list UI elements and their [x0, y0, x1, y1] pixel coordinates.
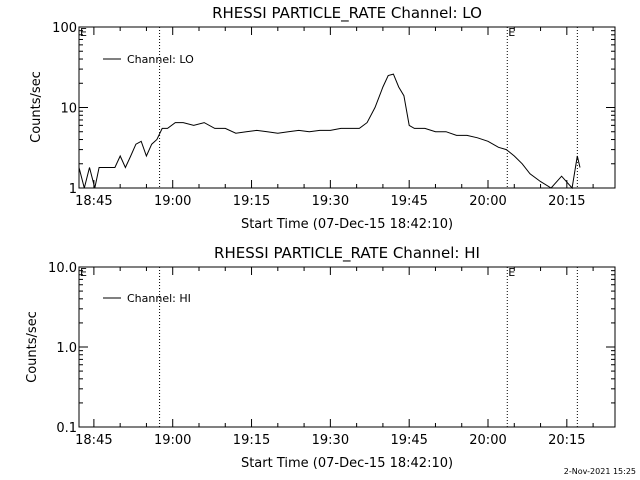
- legend-label-hi: Channel: HI: [127, 292, 191, 305]
- y-axis-label-hi: Counts/sec: [25, 311, 40, 383]
- legend-label-lo: Channel: LO: [127, 53, 194, 66]
- x-tick-label-hi: 18:45: [75, 433, 112, 448]
- x-tick-label-lo: 19:30: [312, 194, 349, 209]
- start-flag-hi: E: [80, 266, 87, 279]
- x-tick-label-lo: 20:00: [469, 194, 506, 209]
- event-flag-hi: E: [508, 266, 515, 279]
- start-flag-lo: E: [80, 26, 87, 39]
- x-tick-label-lo: 19:00: [154, 194, 191, 209]
- generation-timestamp: 2-Nov-2021 15:25: [564, 467, 636, 476]
- x-tick-label-hi: 19:15: [233, 433, 270, 448]
- x-tick-label-lo: 20:15: [548, 194, 585, 209]
- x-tick-label-hi: 20:15: [548, 433, 585, 448]
- y-tick-label-lo: 1: [69, 182, 77, 197]
- x-tick-label-lo: 19:15: [233, 194, 270, 209]
- series-line-lo: [78, 73, 581, 190]
- chart-panel-hi: RHESSI PARTICLE_RATE Channel: HI Start T…: [25, 244, 616, 471]
- y-tick-label-hi: 1.0: [56, 341, 77, 356]
- chart-title-hi: RHESSI PARTICLE_RATE Channel: HI: [214, 244, 480, 263]
- y-tick-label-lo: 100: [52, 21, 77, 36]
- x-tick-label-hi: 19:00: [154, 433, 191, 448]
- chart-panel-lo: RHESSI PARTICLE_RATE Channel: LO Start T…: [29, 4, 616, 232]
- x-tick-label-lo: 18:45: [75, 194, 112, 209]
- chart-title-lo: RHESSI PARTICLE_RATE Channel: LO: [212, 4, 482, 23]
- y-tick-label-hi: 0.1: [56, 421, 77, 436]
- x-tick-label-hi: 20:00: [469, 433, 506, 448]
- y-tick-label-lo: 10: [60, 102, 77, 117]
- x-tick-label-hi: 19:30: [312, 433, 349, 448]
- event-flag-lo: E: [508, 26, 515, 39]
- y-tick-label-hi: 10.0: [48, 261, 77, 276]
- x-axis-label-hi: Start Time (07-Dec-15 18:42:10): [241, 456, 453, 471]
- x-tick-label-lo: 19:45: [390, 194, 427, 209]
- x-tick-label-hi: 19:45: [390, 433, 427, 448]
- x-axis-label-lo: Start Time (07-Dec-15 18:42:10): [241, 217, 453, 232]
- y-axis-label-lo: Counts/sec: [29, 71, 44, 143]
